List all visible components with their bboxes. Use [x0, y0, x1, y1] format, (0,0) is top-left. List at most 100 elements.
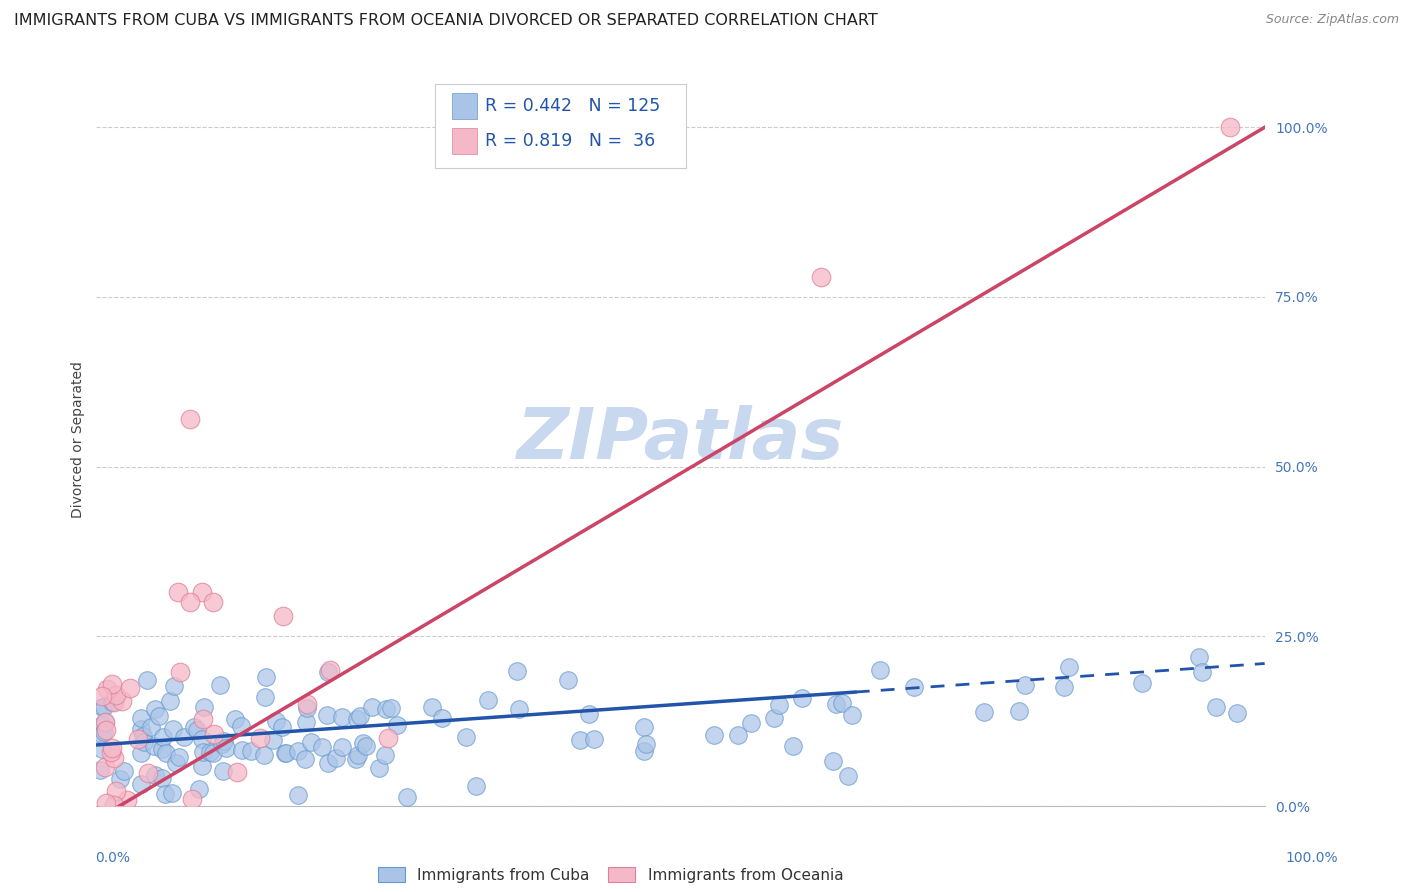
Point [229, 719, 252, 733]
Point [420, 699, 443, 714]
Point [254, 670, 277, 684]
Point [578, 707, 600, 722]
Point [214, 734, 236, 748]
Point [1226, 706, 1249, 720]
Point [191, 758, 214, 772]
Point [841, 707, 863, 722]
Point [477, 693, 499, 707]
Point [299, 735, 322, 749]
Point [162, 722, 184, 736]
Point [740, 716, 762, 731]
Point [294, 752, 316, 766]
Point [139, 720, 162, 734]
Text: ZIPatlas: ZIPatlas [517, 405, 844, 474]
Point [132, 729, 155, 743]
Point [465, 779, 488, 793]
Point [143, 739, 166, 753]
Text: R = 0.819   N =  36: R = 0.819 N = 36 [485, 132, 655, 150]
Point [94, 760, 117, 774]
Point [262, 732, 284, 747]
Point [167, 585, 190, 599]
Point [374, 747, 396, 762]
Point [375, 702, 398, 716]
Point [295, 701, 318, 715]
Point [94, 723, 117, 738]
Point [100, 745, 122, 759]
Point [330, 740, 353, 755]
Point [153, 788, 176, 802]
Point [273, 746, 295, 760]
Point [191, 712, 214, 726]
Point [973, 705, 995, 719]
Point [105, 688, 128, 702]
Point [138, 766, 160, 780]
Point [271, 609, 294, 624]
Point [93, 699, 115, 714]
Point [110, 772, 132, 786]
Y-axis label: Divorced or Separated: Divorced or Separated [72, 361, 86, 518]
FancyBboxPatch shape [436, 84, 686, 169]
Point [295, 698, 318, 712]
Point [634, 737, 657, 751]
Point [96, 797, 118, 811]
Point [1130, 676, 1153, 690]
Point [155, 746, 177, 760]
Point [346, 752, 368, 766]
Point [633, 744, 655, 758]
Point [569, 733, 592, 747]
Point [330, 710, 353, 724]
Point [792, 690, 814, 705]
Point [583, 732, 606, 747]
Point [823, 754, 845, 768]
Point [270, 720, 292, 734]
Point [91, 700, 114, 714]
Point [90, 742, 112, 756]
Text: 100.0%: 100.0% [1286, 851, 1339, 865]
Point [253, 747, 276, 762]
Point [396, 790, 419, 805]
Point [274, 747, 297, 761]
Point [346, 712, 368, 726]
Point [94, 714, 117, 729]
Point [325, 751, 347, 765]
Point [187, 781, 209, 796]
Point [349, 709, 371, 723]
Point [1188, 649, 1211, 664]
Point [287, 744, 309, 758]
Point [208, 678, 231, 692]
Point [150, 742, 173, 756]
Point [508, 701, 530, 715]
Point [159, 694, 181, 708]
Point [385, 717, 408, 731]
Point [316, 665, 339, 680]
Point [903, 680, 925, 694]
Point [557, 673, 579, 688]
Point [1008, 705, 1031, 719]
Point [311, 739, 333, 754]
Point [129, 711, 152, 725]
Point [380, 701, 402, 715]
Point [169, 665, 191, 680]
Point [831, 696, 853, 710]
Point [129, 746, 152, 760]
Point [201, 746, 224, 760]
Text: R = 0.442   N = 125: R = 0.442 N = 125 [485, 97, 661, 115]
Point [318, 756, 340, 771]
Point [93, 724, 115, 739]
Point [727, 728, 749, 742]
Point [356, 739, 378, 753]
Point [254, 690, 277, 705]
Point [118, 681, 141, 696]
Point [132, 735, 155, 749]
Point [186, 723, 208, 738]
Point [90, 718, 112, 732]
Point [89, 763, 111, 777]
Point [768, 698, 790, 712]
Point [505, 664, 527, 678]
Point [136, 673, 159, 687]
Point [101, 740, 124, 755]
Point [190, 585, 212, 599]
Point [115, 793, 138, 807]
Point [148, 708, 170, 723]
Point [96, 681, 118, 696]
